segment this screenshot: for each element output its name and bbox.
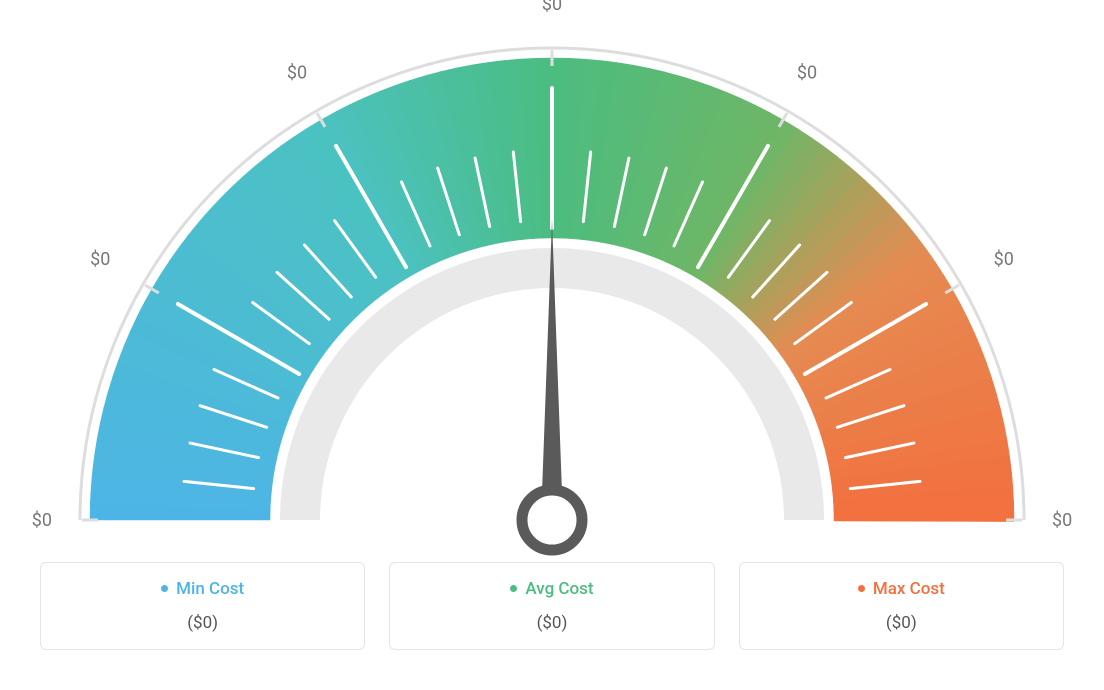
legend-title-avg: Avg Cost bbox=[510, 579, 593, 599]
legend-title-min: Min Cost bbox=[161, 579, 244, 599]
legend-value-min: ($0) bbox=[51, 613, 354, 633]
gauge-needle-hub bbox=[522, 490, 582, 550]
legend-value-avg: ($0) bbox=[400, 613, 703, 633]
gauge-tick-label: $0 bbox=[797, 62, 817, 83]
gauge-cost-chart: $0 $0 $0 $0 $0 $0 $0 Min Cost ($0) Avg Cost ($… bbox=[0, 0, 1104, 690]
legend-card-avg: Avg Cost ($0) bbox=[389, 562, 714, 650]
legend-card-max: Max Cost ($0) bbox=[739, 562, 1064, 650]
gauge-tick-label: $0 bbox=[90, 249, 110, 270]
legend-dot-avg bbox=[510, 585, 517, 592]
legend-card-min: Min Cost ($0) bbox=[40, 562, 365, 650]
legend-dot-min bbox=[161, 585, 168, 592]
legend-label-max: Max Cost bbox=[873, 579, 945, 599]
legend-title-max: Max Cost bbox=[858, 579, 945, 599]
legend-dot-max bbox=[858, 585, 865, 592]
legend-label-min: Min Cost bbox=[176, 579, 244, 599]
gauge-area: $0 $0 $0 $0 $0 $0 $0 bbox=[0, 0, 1104, 552]
legend-value-max: ($0) bbox=[750, 613, 1053, 633]
legend-row: Min Cost ($0) Avg Cost ($0) Max Cost ($0… bbox=[0, 562, 1104, 650]
gauge-tick-label: $0 bbox=[287, 62, 307, 83]
gauge-tick-label: $0 bbox=[1052, 510, 1072, 531]
gauge-tick-label: $0 bbox=[542, 0, 562, 15]
legend-label-avg: Avg Cost bbox=[525, 579, 593, 599]
gauge-tick-label: $0 bbox=[32, 510, 52, 531]
gauge-tick-label: $0 bbox=[994, 249, 1014, 270]
gauge-svg: $0 $0 $0 $0 $0 $0 $0 bbox=[0, 0, 1104, 560]
